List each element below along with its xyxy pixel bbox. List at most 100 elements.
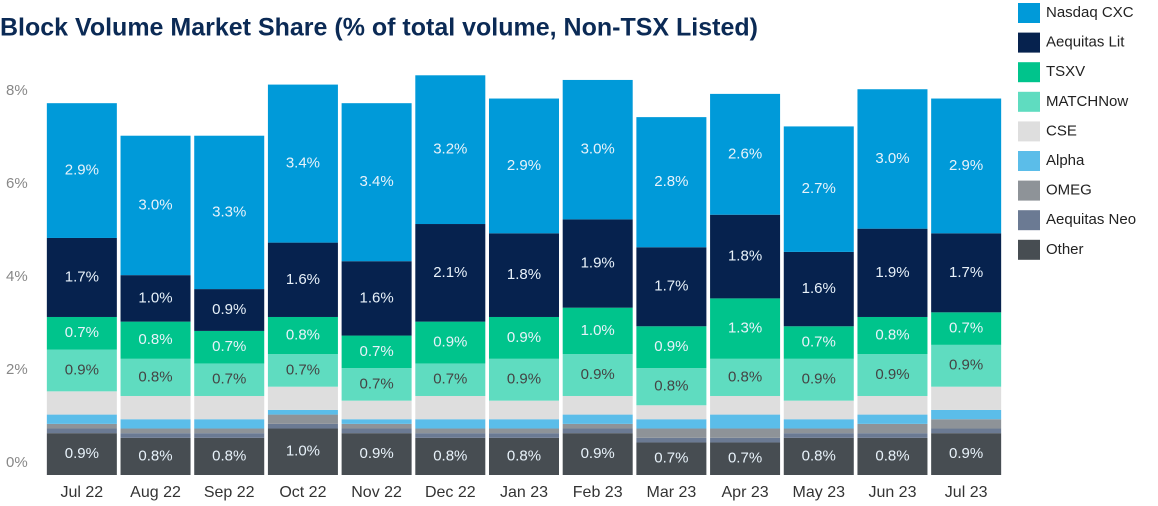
bar-segment: [636, 437, 707, 443]
value-label: 0.9%: [949, 445, 983, 462]
bar-segment: [857, 433, 928, 438]
value-label: 2.8%: [654, 173, 688, 190]
legend-label: Aequitas Neo: [1046, 211, 1136, 228]
bar-segment: [120, 275, 191, 322]
bar-segment: [857, 395, 928, 415]
value-label: 0.8%: [212, 447, 246, 464]
value-label: 1.0%: [286, 443, 320, 460]
bar-segment: [341, 419, 412, 424]
bar-segment: [562, 354, 633, 396]
bar-segment: [415, 75, 486, 225]
bar-segment: [46, 316, 117, 350]
value-label: 0.8%: [138, 331, 172, 348]
bar-segment: [194, 289, 265, 331]
value-label: 0.8%: [433, 447, 467, 464]
bar-segment: [857, 437, 928, 475]
bar-segment: [931, 312, 1002, 345]
value-label: 2.9%: [949, 157, 983, 174]
value-label: 2.6%: [728, 145, 762, 162]
bar-segment: [267, 242, 338, 317]
bar-segment: [341, 103, 412, 262]
value-label: 0.9%: [212, 301, 246, 318]
legend-swatch: [1018, 180, 1040, 201]
value-label: 0.9%: [802, 371, 836, 388]
bar-segment: [415, 224, 486, 322]
value-label: 0.8%: [654, 378, 688, 395]
bar-segment: [636, 419, 707, 429]
bar-segment: [710, 428, 781, 438]
bar-segment: [46, 237, 117, 317]
bar-segment: [710, 93, 781, 215]
value-label: 0.8%: [802, 447, 836, 464]
bar-segment: [636, 405, 707, 420]
value-label: 0.7%: [802, 334, 836, 351]
value-label: 0.9%: [360, 445, 394, 462]
bar-segment: [488, 98, 560, 234]
legend-label: MATCHNow: [1046, 93, 1128, 110]
bar-segment: [341, 261, 412, 336]
bar-segment: [415, 419, 486, 429]
bar-segment: [267, 409, 338, 415]
value-label: 0.7%: [65, 324, 99, 341]
bar-segment: [488, 400, 560, 420]
bar-segment: [341, 423, 412, 429]
bar-segment: [120, 135, 191, 276]
value-label: 1.6%: [286, 271, 320, 288]
bar-segment: [636, 117, 707, 248]
bar-segment: [120, 358, 191, 396]
x-tick-label: Apr 23: [722, 484, 769, 501]
legend-label: Other: [1046, 241, 1084, 258]
value-label: 0.8%: [138, 447, 172, 464]
bar-segment: [194, 330, 265, 364]
value-label: 0.9%: [65, 445, 99, 462]
bar-segment: [783, 428, 854, 434]
bar-segment: [562, 428, 633, 434]
bar-segment: [783, 358, 854, 401]
value-label: 0.7%: [654, 450, 688, 467]
value-label: 0.8%: [138, 368, 172, 385]
value-label: 0.7%: [360, 375, 394, 392]
bar-segment: [562, 395, 633, 415]
bar-segment: [267, 414, 338, 424]
bar-segment: [341, 368, 412, 401]
bar-segment: [488, 358, 560, 401]
value-label: 1.7%: [65, 268, 99, 285]
bar-segment: [857, 89, 928, 229]
bar-segment: [46, 414, 117, 424]
bar-segment: [415, 437, 486, 475]
bar-segment: [341, 433, 412, 475]
bar-segment: [636, 368, 707, 406]
bar-segment: [931, 386, 1002, 410]
bar-segment: [194, 437, 265, 475]
bar-segment: [783, 251, 854, 327]
bar-segment: [341, 428, 412, 434]
bar-segment: [120, 437, 191, 475]
value-label: 0.7%: [286, 361, 320, 378]
y-tick-label: 4%: [6, 268, 28, 285]
value-label: 0.7%: [212, 371, 246, 388]
bar-segment: [267, 316, 338, 355]
bar-segment: [562, 414, 633, 424]
bar-segment: [488, 419, 560, 429]
bar-segment: [415, 428, 486, 434]
bar-segment: [488, 428, 560, 434]
bar-segment: [562, 307, 633, 355]
bar-segment: [267, 386, 338, 410]
value-label: 0.8%: [728, 368, 762, 385]
bar-segment: [341, 400, 412, 420]
bar-segment: [194, 135, 265, 290]
bar-segment: [710, 214, 781, 299]
bar-segment: [710, 358, 781, 396]
x-tick-label: Jun 23: [868, 484, 916, 501]
bar-segment: [636, 326, 707, 369]
value-label: 0.9%: [875, 366, 909, 383]
value-label: 0.7%: [212, 338, 246, 355]
value-label: 1.9%: [875, 264, 909, 281]
bar-segment: [636, 428, 707, 438]
bar-segment: [120, 395, 191, 420]
bar-segment: [783, 437, 854, 475]
bar-segment: [562, 219, 633, 308]
value-label: 0.7%: [433, 371, 467, 388]
legend-label: TSXV: [1046, 63, 1085, 80]
legend-swatch: [1018, 210, 1040, 231]
